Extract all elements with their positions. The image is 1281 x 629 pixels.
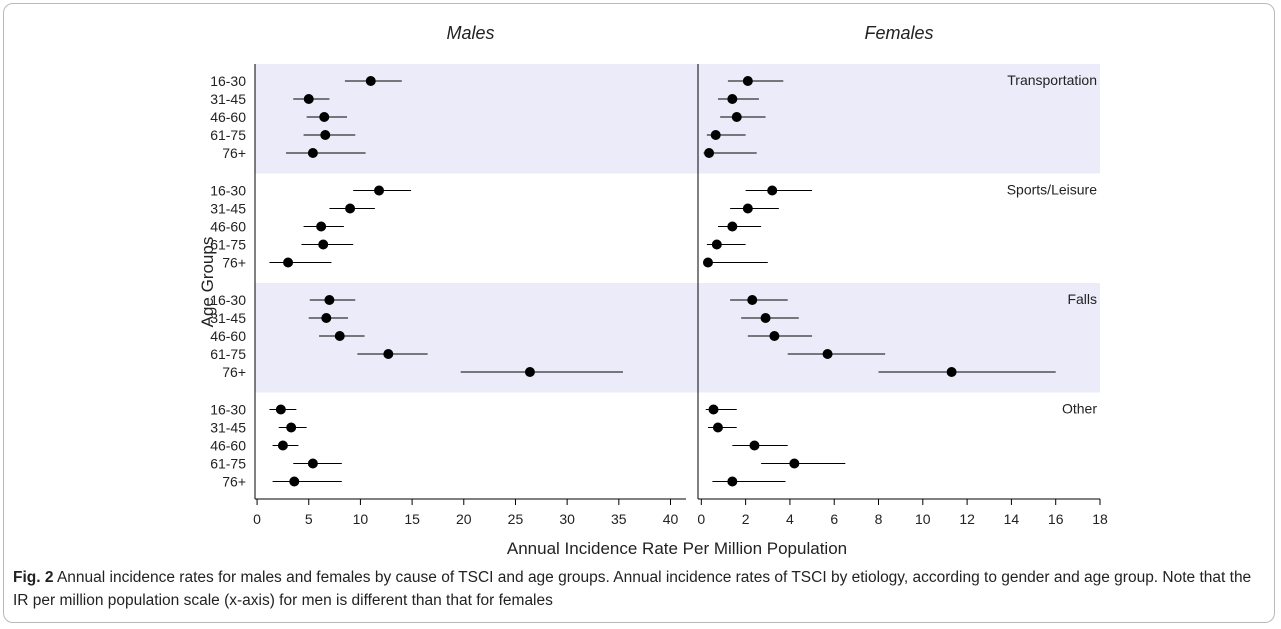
females-point	[822, 349, 833, 359]
age-group-label: 46-60	[210, 328, 246, 344]
females-point	[760, 313, 771, 323]
females-x-tick-label: 4	[786, 511, 794, 527]
males-point	[319, 112, 330, 122]
females-point	[946, 367, 957, 377]
males-x-tick-label: 30	[559, 511, 575, 527]
males-point	[307, 458, 318, 469]
males-point	[283, 257, 294, 268]
females-x-tick-label: 6	[830, 511, 838, 527]
x-axis-title: Annual Incidence Rate Per Million Popula…	[507, 539, 847, 558]
females-point	[712, 422, 723, 433]
females-point	[704, 148, 715, 158]
caption-text: Annual incidence rates for males and fem…	[13, 569, 1252, 609]
males-x-tick-label: 25	[508, 511, 524, 527]
cause-label: Other	[1062, 401, 1097, 417]
males-point	[321, 313, 332, 323]
figure-frame	[3, 3, 1275, 623]
females-x-tick-label: 0	[697, 511, 705, 527]
males-x-tick-label: 0	[253, 511, 261, 527]
females-x-tick-label: 2	[742, 511, 750, 527]
figure-caption: Fig. 2 Annual incidence rates for males …	[13, 566, 1263, 612]
cause-label: Sports/Leisure	[1007, 182, 1097, 198]
age-group-label: 16-30	[210, 402, 246, 418]
males-point	[365, 76, 376, 86]
males-panel-title: Males	[446, 23, 494, 43]
y-axis-title: Age Groups	[198, 237, 217, 328]
females-x-tick-label: 14	[1004, 511, 1020, 527]
females-x-tick-label: 12	[959, 511, 975, 527]
females-point	[710, 130, 721, 140]
age-group-label: 61-75	[210, 127, 246, 143]
age-group-label: 31-45	[210, 201, 246, 217]
males-x-tick-label: 10	[353, 511, 369, 527]
males-point	[286, 422, 297, 433]
cause-label: Falls	[1067, 291, 1097, 307]
age-group-label: 16-30	[210, 73, 246, 89]
cause-label: Transportation	[1007, 72, 1097, 88]
males-point	[318, 239, 329, 250]
age-group-label: 76+	[222, 255, 246, 271]
age-group-label: 61-75	[210, 237, 246, 253]
females-point	[702, 257, 713, 268]
females-point	[789, 458, 800, 469]
age-group-label: 16-30	[210, 183, 246, 199]
age-group-label: 31-45	[210, 420, 246, 436]
age-group-label: 31-45	[210, 310, 246, 326]
females-point	[727, 94, 738, 104]
females-panel-title: Females	[864, 23, 933, 43]
females-point	[742, 76, 753, 86]
females-point	[749, 440, 760, 451]
males-x-tick-label: 35	[611, 511, 627, 527]
age-group-label: 76+	[222, 474, 246, 490]
females-point	[711, 239, 722, 250]
males-x-tick-label: 5	[305, 511, 313, 527]
females-point	[727, 476, 738, 487]
age-group-label: 76+	[222, 364, 246, 380]
females-point	[747, 295, 758, 305]
age-group-label: 46-60	[210, 109, 246, 125]
males-point	[334, 331, 345, 341]
males-point	[524, 367, 535, 377]
age-group-label: 16-30	[210, 292, 246, 308]
females-x-tick-label: 16	[1048, 511, 1064, 527]
males-point	[345, 203, 356, 214]
females-point	[731, 112, 742, 122]
males-point	[324, 295, 335, 305]
males-x-tick-label: 20	[456, 511, 472, 527]
females-x-tick-label: 8	[875, 511, 883, 527]
age-group-label: 46-60	[210, 438, 246, 454]
age-group-label: 61-75	[210, 346, 246, 362]
age-group-label: 31-45	[210, 91, 246, 107]
males-point	[316, 221, 327, 232]
females-x-tick-label: 10	[915, 511, 931, 527]
females-point	[727, 221, 738, 232]
males-point	[303, 94, 314, 104]
age-group-label: 61-75	[210, 456, 246, 472]
males-point	[289, 476, 300, 487]
females-point	[767, 185, 778, 196]
males-point	[383, 349, 394, 359]
males-point	[374, 185, 385, 196]
males-x-tick-label: 15	[404, 511, 420, 527]
males-x-tick-label: 40	[663, 511, 679, 527]
caption-label: Fig. 2	[13, 569, 54, 586]
band-transportation	[255, 64, 1100, 174]
males-point	[307, 148, 318, 158]
age-group-label: 76+	[222, 145, 246, 161]
females-point	[708, 404, 719, 415]
males-point	[275, 404, 286, 415]
age-group-label: 46-60	[210, 219, 246, 235]
males-point	[277, 440, 288, 451]
band-falls	[255, 283, 1100, 393]
females-x-tick-label: 18	[1092, 511, 1108, 527]
females-point	[742, 203, 753, 214]
males-point	[320, 130, 331, 140]
females-point	[769, 331, 780, 341]
